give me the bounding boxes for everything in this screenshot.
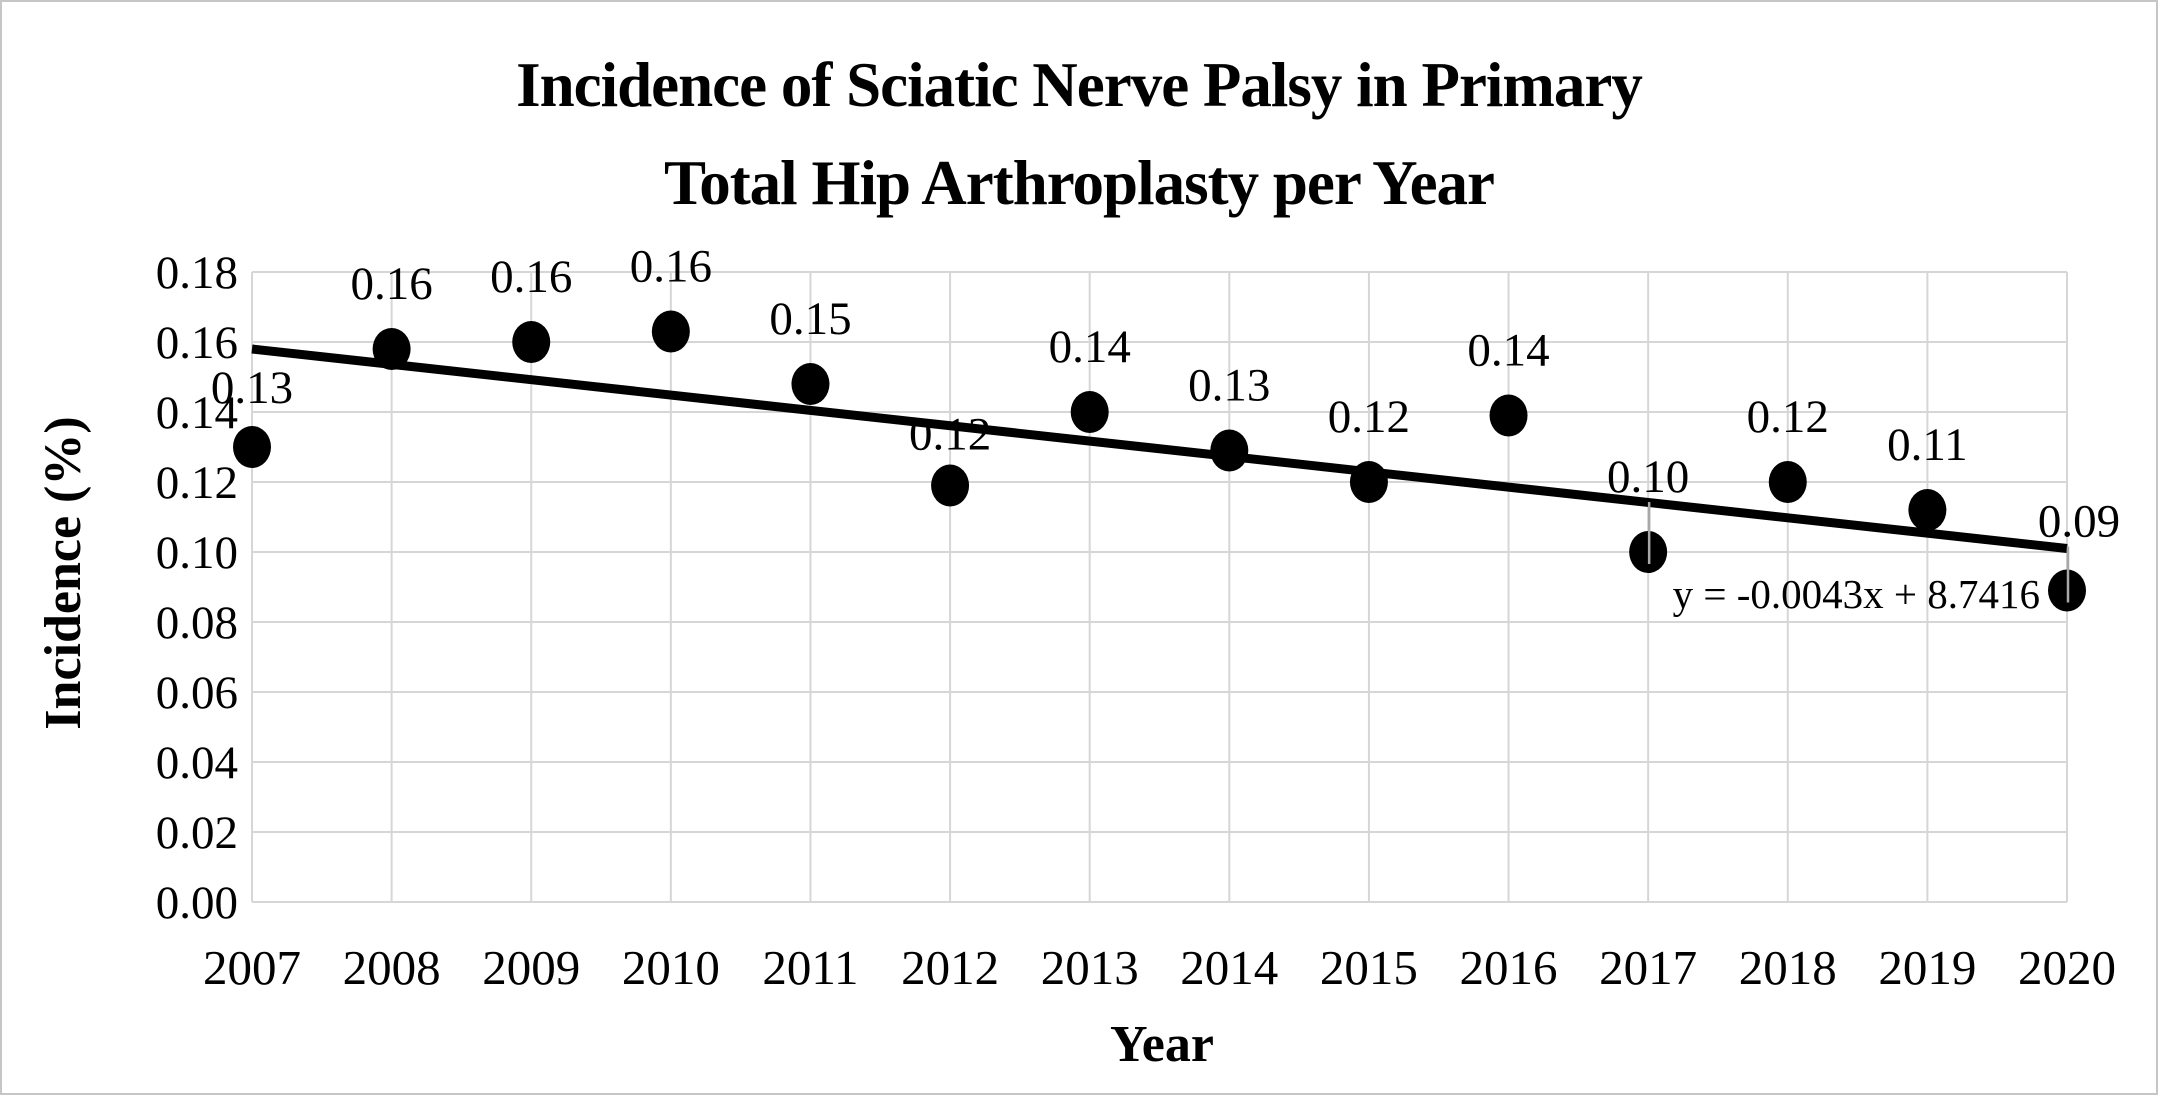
data-point [1210,429,1249,472]
x-tick-label: 2008 [343,940,441,995]
x-tick-label: 2020 [2018,940,2116,995]
y-tick-label: 0.06 [156,667,238,719]
data-label: 0.16 [490,251,572,303]
y-tick-label: 0.08 [156,597,238,649]
x-tick-label: 2015 [1320,940,1418,995]
y-tick-label: 0.16 [156,317,238,369]
data-label: 0.14 [1467,325,1549,377]
y-tick-label: 0.10 [156,527,238,579]
data-label: 0.16 [350,258,432,310]
y-tick-label: 0.00 [156,877,238,929]
y-axis-title: Incidence (%) [35,416,92,730]
x-tick-label: 2018 [1739,940,1837,995]
data-label: 0.12 [909,409,991,461]
data-point [931,464,970,507]
data-point [791,363,830,405]
data-point [233,426,271,468]
data-label: 0.09 [2038,496,2120,548]
chart-title-line2: Total Hip Arthroplasty per Year [663,148,1495,218]
y-tick-label: 0.12 [156,457,238,509]
data-label: 0.14 [1049,321,1131,373]
data-label: 0.16 [630,241,712,293]
chart-title-line1: Incidence of Sciatic Nerve Palsy in Prim… [516,50,1643,120]
x-tick-label: 2012 [901,940,999,995]
x-tick-label: 2016 [1460,940,1558,995]
data-label: 0.12 [1328,391,1410,443]
x-tick-label: 2017 [1599,940,1697,995]
chart-title: Incidence of Sciatic Nerve Palsy in Prim… [2,36,2156,232]
x-tick-label: 2013 [1041,940,1139,995]
x-tick-label: 2007 [203,940,301,995]
y-tick-label: 0.02 [156,807,238,859]
x-tick-label: 2010 [622,940,720,995]
data-point [1768,461,1807,503]
y-tick-label: 0.04 [156,737,238,789]
data-label: 0.12 [1747,391,1829,443]
y-tick-label: 0.14 [156,387,238,439]
data-point [372,328,411,370]
data-label: 0.15 [769,293,851,345]
y-tick-label: 0.18 [156,247,238,299]
trendline-equation: y = -0.0043x + 8.7416 [1673,571,2040,617]
x-tick-label: 2014 [1180,940,1278,995]
x-axis-title: Year [1110,1016,1214,1073]
x-tick-label: 2011 [762,940,858,995]
data-point [1349,461,1388,503]
data-point [1908,489,1947,531]
trendline [251,344,2068,553]
data-label: 0.10 [1607,451,1689,503]
data-label: 0.13 [211,362,293,414]
data-point [651,310,690,353]
data-label: 0.11 [1887,419,1968,471]
x-tick-label: 2019 [1878,940,1976,995]
data-label: 0.13 [1188,360,1270,412]
x-tick-label: 2009 [482,940,580,995]
data-point [1489,394,1528,437]
data-point [512,321,551,363]
data-point [1070,391,1109,433]
